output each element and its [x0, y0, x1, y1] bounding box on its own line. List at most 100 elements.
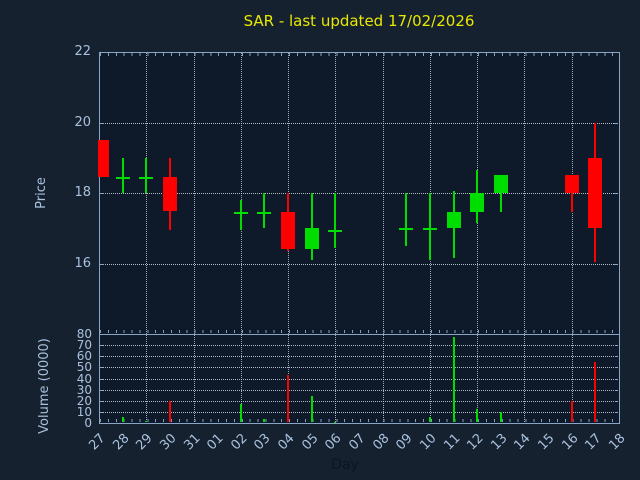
- volume-bar-30: [168, 400, 171, 422]
- volume-tick-mark: [100, 356, 103, 358]
- candle-wick-10: [428, 193, 431, 260]
- volume-tick-label: 80: [76, 327, 92, 341]
- candle-body-04: [281, 212, 296, 250]
- volume-bar-02: [239, 404, 242, 422]
- price-gridline: [100, 122, 618, 124]
- volume-tick-label: 50: [76, 360, 92, 375]
- vertical-gridline: [240, 53, 242, 422]
- price-tick-mark: [614, 263, 618, 265]
- candle-wick-13: [499, 175, 502, 213]
- volume-bar-29: [145, 420, 148, 422]
- volume-tick-mark: [615, 400, 618, 402]
- candle-body-02: [233, 212, 248, 215]
- candle-body-10: [422, 228, 437, 231]
- candle-wick-03: [263, 193, 266, 229]
- price-tick-label: 20: [74, 114, 91, 130]
- candle-wick-29: [145, 157, 148, 193]
- volume-gridline: [100, 345, 618, 347]
- x-axis-ticks: [100, 330, 618, 333]
- chart-title: SAR - last updated 17/02/2026: [243, 12, 475, 30]
- volume-tick-mark: [615, 334, 618, 335]
- volume-bar-12: [476, 408, 479, 422]
- volume-bar-03: [263, 418, 266, 422]
- volume-tick-mark: [100, 367, 103, 369]
- volume-gridline: [100, 411, 618, 413]
- volume-tick-mark: [615, 411, 618, 413]
- volume-tick-mark: [100, 378, 103, 380]
- candle-body-06: [328, 230, 343, 232]
- volume-bar-28: [121, 417, 124, 422]
- volume-bar-17: [594, 361, 597, 422]
- price-tick-mark: [614, 193, 618, 194]
- volume-tick-label: 40: [76, 371, 92, 386]
- price-tick-label: 22: [74, 44, 91, 59]
- candle-body-05: [304, 228, 319, 250]
- price-tick-label: 18: [74, 185, 91, 200]
- candle-body-12: [470, 193, 485, 213]
- volume-tick-mark: [100, 400, 103, 402]
- candle-wick-05: [310, 193, 313, 260]
- volume-gridline: [100, 378, 618, 380]
- volume-tick-mark: [615, 378, 618, 380]
- candle-wick-02: [239, 200, 242, 230]
- volume-tick-mark: [100, 389, 103, 391]
- volume-tick-label: 30: [76, 382, 92, 397]
- candle-body-09: [399, 228, 414, 231]
- price-tick-mark: [100, 122, 104, 124]
- vertical-gridline: [146, 53, 148, 422]
- volume-tick-mark: [615, 356, 618, 358]
- volume-bar-13: [499, 411, 502, 422]
- candle-wick-28: [121, 157, 124, 193]
- volume-tick-label: 10: [76, 404, 92, 419]
- x-axis-ticks: [100, 419, 618, 422]
- x-axis-ticks: [100, 53, 618, 56]
- volume-gridline: [100, 356, 618, 358]
- x-axis-label: Day: [331, 457, 359, 473]
- price-axis-label: Price: [34, 177, 49, 209]
- candle-body-28: [115, 177, 130, 180]
- volume-tick-mark: [100, 345, 103, 347]
- volume-gridline: [100, 367, 618, 369]
- candle-body-11: [446, 212, 461, 229]
- price-tick-mark: [614, 52, 618, 53]
- volume-tick-mark: [615, 345, 618, 347]
- vertical-gridline: [524, 53, 526, 422]
- volume-tick-label: 0: [84, 416, 92, 430]
- candle-body-29: [139, 177, 154, 180]
- price-tick-mark: [614, 122, 618, 124]
- volume-bar-04: [287, 375, 290, 422]
- volume-bar-05: [310, 396, 313, 422]
- volume-tick-mark: [100, 334, 103, 335]
- candle-body-27: [99, 140, 109, 178]
- price-tick-mark: [100, 263, 104, 265]
- candle-wick-09: [405, 193, 408, 246]
- price-tick-mark: [100, 52, 104, 53]
- vertical-gridline: [382, 53, 384, 422]
- vertical-gridline: [477, 53, 479, 422]
- price-gridline: [100, 263, 618, 265]
- candle-body-13: [493, 175, 508, 193]
- vertical-gridline: [193, 53, 195, 422]
- volume-tick-label: 70: [76, 338, 92, 353]
- candle-body-16: [564, 175, 579, 193]
- volume-tick-mark: [100, 423, 103, 424]
- volume-bar-11: [452, 337, 455, 422]
- candle-body-17: [588, 157, 603, 229]
- candle-wick-16: [570, 175, 573, 213]
- candle-body-03: [257, 212, 272, 215]
- volume-gridline: [100, 389, 618, 391]
- volume-tick-label: 60: [76, 349, 92, 364]
- volume-tick-mark: [615, 367, 618, 369]
- volume-axis-label: Volume (0000): [37, 338, 52, 434]
- price-tick-label: 16: [74, 255, 91, 271]
- vertical-gridline: [571, 53, 573, 422]
- volume-tick-label: 20: [76, 393, 92, 408]
- volume-bar-10: [428, 417, 431, 422]
- price-gridline: [100, 193, 618, 194]
- volume-tick-mark: [615, 423, 618, 424]
- volume-tick-mark: [615, 389, 618, 391]
- candle-body-30: [162, 177, 177, 211]
- volume-gridline: [100, 400, 618, 402]
- volume-bar-16: [570, 400, 573, 422]
